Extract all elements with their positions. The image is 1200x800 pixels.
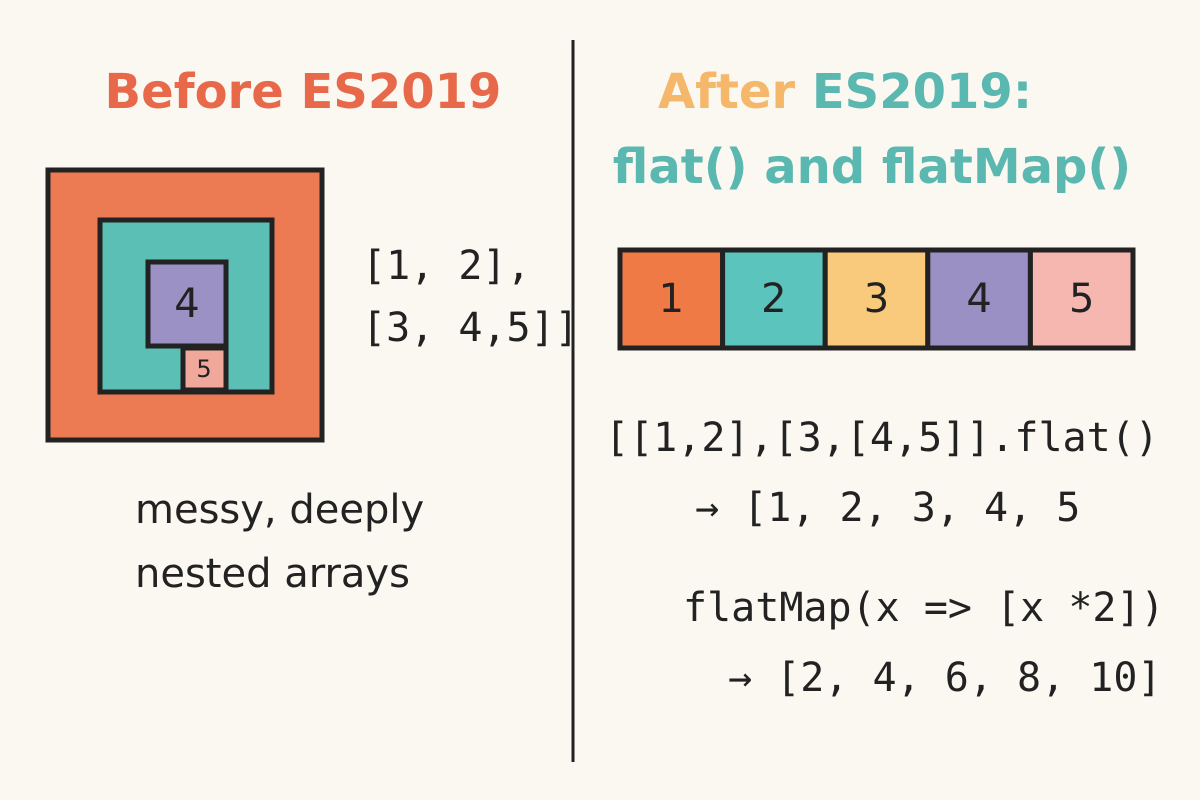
caption: nested arrays <box>135 551 410 597</box>
cell-label: 4 <box>966 276 991 322</box>
subtitle: flat() and flatMap() <box>613 139 1131 195</box>
nested-label: 5 <box>196 355 211 383</box>
code-line: flatMap(x => [x *2]) <box>683 585 1165 631</box>
cell-label: 3 <box>864 276 889 322</box>
array-cell <box>1027 247 1136 351</box>
cell-label: 1 <box>659 276 684 322</box>
cell-label: 2 <box>761 276 786 322</box>
code-line: → [2, 4, 6, 8, 10] <box>728 655 1161 701</box>
code-line: [1, 2], <box>362 243 531 289</box>
flat-array: 1 2 3 4 5 <box>617 247 1136 351</box>
caption: messy, deeply <box>135 487 424 533</box>
code-line: [3, 4,5]] <box>362 305 579 351</box>
code-line: → [1, 2, 3, 4, 5 <box>695 485 1080 531</box>
title-part: After <box>658 64 796 120</box>
array-cell <box>720 247 828 351</box>
title-part: ES2019: <box>812 64 1032 120</box>
deep-array <box>180 345 229 393</box>
left-title: Before ES2019 <box>105 64 502 120</box>
right-title: After ES2019: <box>658 64 1032 120</box>
cell-label: 5 <box>1069 276 1094 322</box>
code-line: [[1,2],[3,[4,5]].flat() <box>605 415 1159 461</box>
nested-label: 4 <box>174 281 199 327</box>
inner-array <box>145 259 229 349</box>
